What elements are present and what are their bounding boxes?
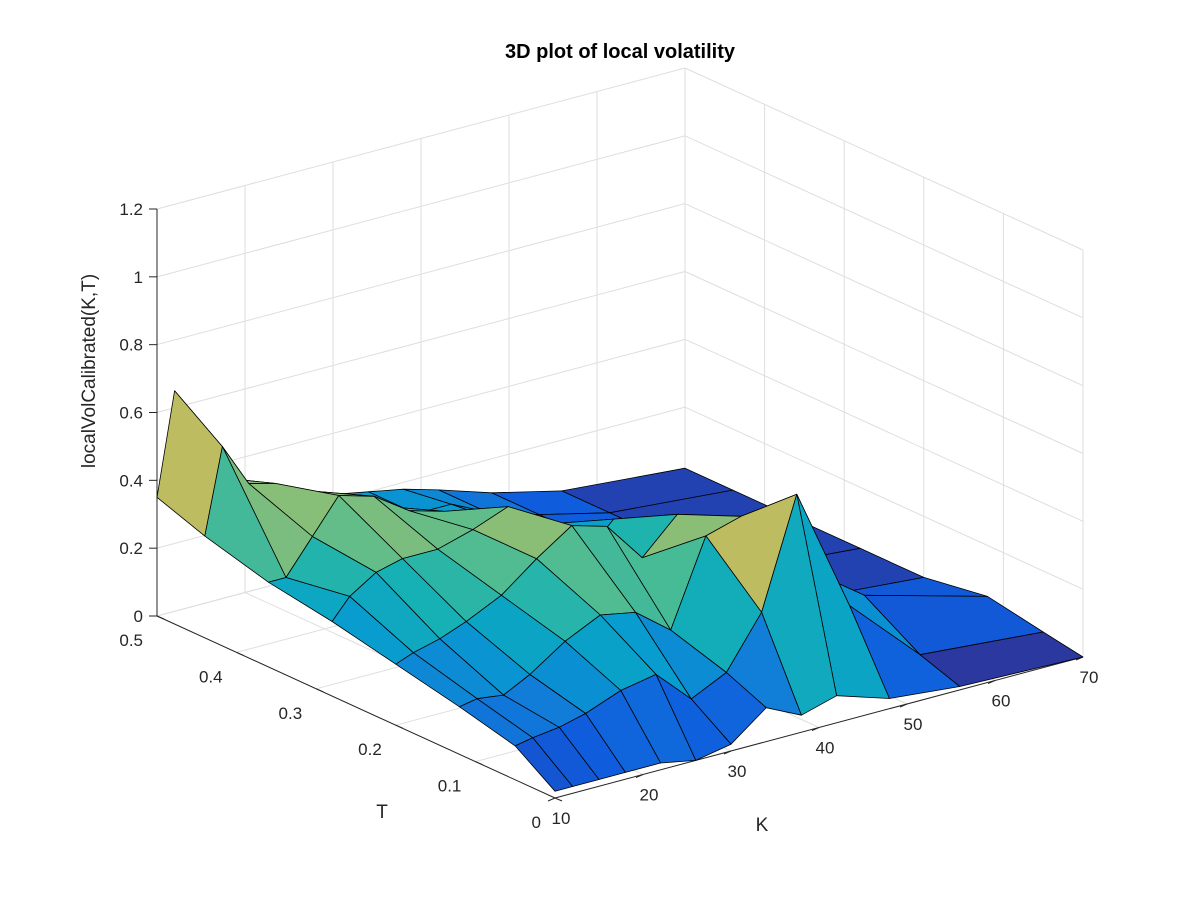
y-tick-label: 0.4 — [199, 667, 223, 686]
surface-patch — [514, 737, 573, 792]
z-tick-label: 1.2 — [119, 200, 143, 219]
x-tick-label: 10 — [552, 809, 571, 828]
z-axis-label: localVolCalibrated(K,T) — [79, 274, 100, 468]
x-tick-mark — [635, 774, 644, 778]
z-tick-label: 0.2 — [119, 539, 143, 558]
y-axis-label: T — [376, 802, 388, 823]
x-tick-mark — [811, 727, 820, 731]
x-tick-label: 70 — [1080, 668, 1099, 687]
grid-line — [684, 406, 1084, 590]
x-tick-label: 50 — [904, 715, 923, 734]
chart-title: 3D plot of local volatility — [505, 41, 736, 63]
y-tick-mark — [156, 615, 165, 620]
x-tick-mark — [723, 750, 732, 755]
x-tick-label: 20 — [640, 786, 659, 805]
grid-line — [156, 67, 686, 210]
axes — [149, 208, 1084, 802]
z-tick-label: 0.6 — [119, 404, 143, 423]
x-tick-mark — [899, 703, 908, 708]
grid-line — [684, 203, 1084, 387]
y-tick-mark — [395, 724, 403, 729]
surface — [156, 390, 1084, 792]
y-tick-mark — [475, 761, 483, 766]
y-tick-label: 0.3 — [279, 704, 303, 723]
y-tick-mark — [554, 797, 563, 802]
y-tick-mark — [316, 688, 324, 693]
y-tick-label: 0 — [532, 813, 541, 832]
x-tick-label: 40 — [816, 739, 835, 758]
grid-line — [684, 67, 1084, 251]
x-tick-label: 30 — [728, 762, 747, 781]
grid-line — [156, 338, 686, 481]
z-tick-label: 1 — [134, 268, 143, 287]
x-axis-label: K — [756, 815, 769, 836]
y-tick-label: 0.2 — [358, 740, 382, 759]
y-axis-line — [156, 615, 556, 799]
x-tick-mark — [987, 680, 996, 684]
y-tick-label: 0.5 — [119, 631, 143, 650]
grid-line — [684, 338, 1084, 522]
z-tick-label: 0.4 — [119, 471, 143, 490]
z-tick-label: 0 — [134, 607, 143, 626]
grid-line — [684, 135, 1084, 319]
grid-line — [156, 271, 686, 413]
y-tick-label: 0.1 — [438, 777, 462, 796]
z-tick-label: 0.8 — [119, 336, 143, 355]
grid-line — [684, 271, 1084, 454]
grid-line — [156, 203, 686, 346]
x-tick-label: 60 — [992, 692, 1011, 711]
grid-line — [156, 135, 686, 278]
y-tick-mark — [236, 651, 244, 656]
tick-labels: 10 20 30 40 50 60 70 0 0.1 0.2 0.3 0.4 0.5 0 0.2 0.4 0.6… — [119, 200, 1098, 832]
x-tick-mark — [547, 797, 556, 802]
